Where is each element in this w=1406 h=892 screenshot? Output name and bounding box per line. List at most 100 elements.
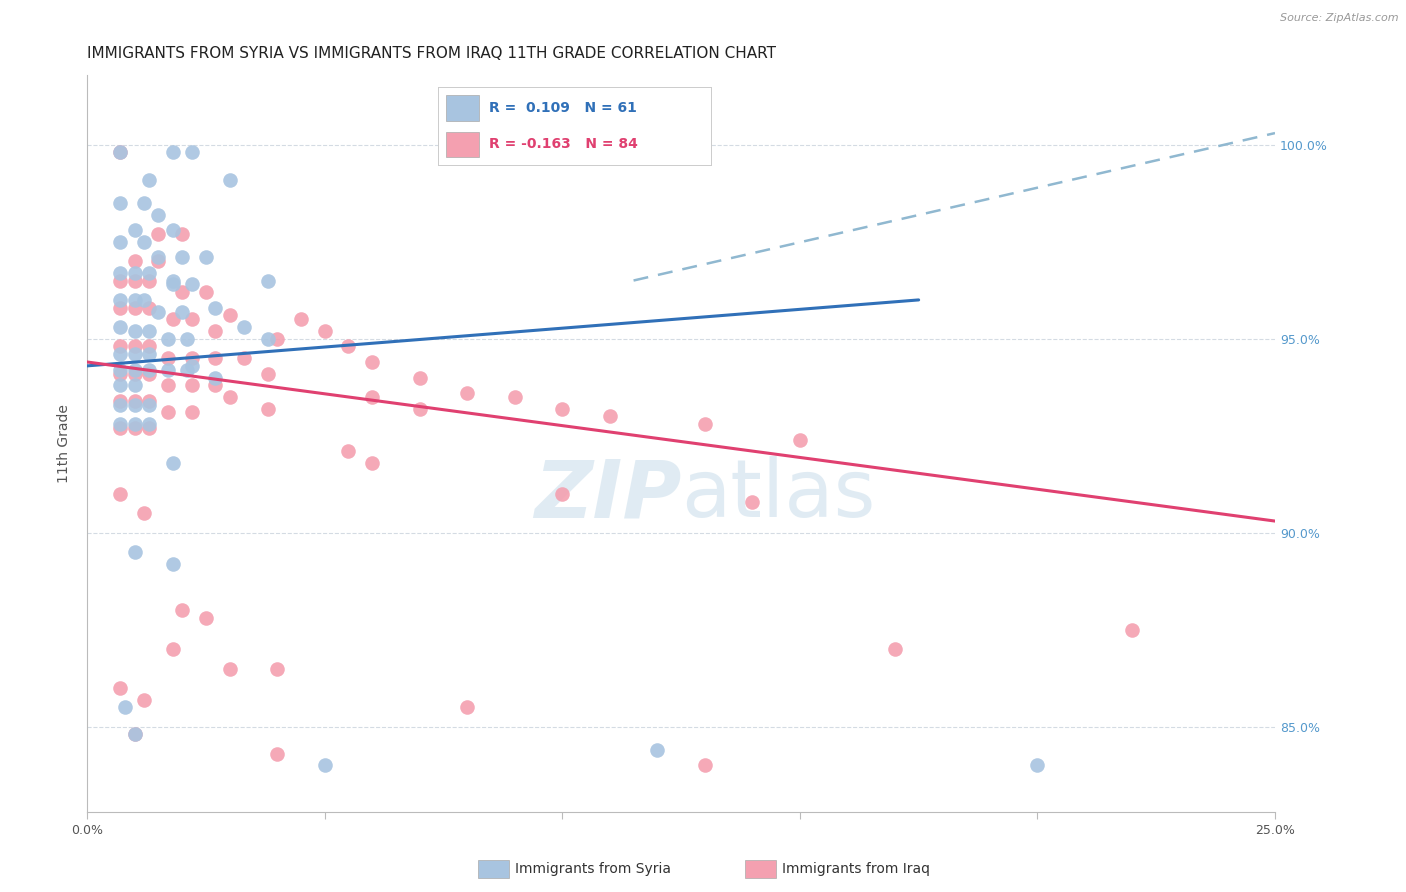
Point	[337, 444, 360, 458]
Point	[176, 363, 198, 377]
Point	[138, 273, 160, 287]
Point	[503, 390, 526, 404]
Point	[693, 417, 716, 431]
Point	[124, 367, 146, 381]
Point	[314, 324, 336, 338]
Point	[180, 359, 202, 373]
Point	[194, 250, 217, 264]
Point	[110, 293, 132, 307]
Point	[114, 700, 136, 714]
Point	[551, 487, 574, 501]
Point	[110, 339, 132, 353]
Point	[337, 339, 360, 353]
Point	[180, 378, 202, 392]
Point	[110, 681, 132, 695]
Point	[138, 301, 160, 315]
Point	[162, 277, 184, 292]
Point	[110, 273, 132, 287]
Point	[266, 661, 288, 675]
Point	[172, 603, 194, 617]
Y-axis label: 11th Grade: 11th Grade	[58, 404, 72, 483]
Point	[110, 378, 132, 392]
Point	[789, 433, 811, 447]
Point	[138, 339, 160, 353]
Point	[204, 370, 226, 384]
Point	[218, 390, 240, 404]
Point	[409, 401, 432, 416]
Point	[456, 386, 478, 401]
Point	[156, 351, 179, 365]
Point	[138, 172, 160, 186]
Point	[204, 324, 226, 338]
Point	[110, 398, 132, 412]
Point	[172, 285, 194, 300]
Point	[134, 235, 156, 249]
Point	[110, 421, 132, 435]
Point	[256, 332, 278, 346]
Point	[138, 324, 160, 338]
Point	[124, 266, 146, 280]
Point	[741, 494, 763, 508]
Point	[204, 301, 226, 315]
Point	[110, 301, 132, 315]
Point	[172, 227, 194, 241]
Point	[124, 347, 146, 361]
Point	[124, 223, 146, 237]
Point	[180, 277, 202, 292]
Point	[180, 312, 202, 326]
Point	[124, 421, 146, 435]
Point	[110, 363, 132, 377]
Point	[266, 747, 288, 761]
Point	[138, 367, 160, 381]
Point	[233, 320, 256, 334]
Point	[138, 363, 160, 377]
Point	[124, 293, 146, 307]
Point	[551, 401, 574, 416]
Point	[110, 235, 132, 249]
Point	[172, 250, 194, 264]
Point	[156, 378, 179, 392]
Point	[148, 254, 170, 268]
Point	[138, 398, 160, 412]
Point	[647, 743, 669, 757]
Point	[218, 309, 240, 323]
Point	[233, 351, 256, 365]
Point	[218, 172, 240, 186]
Point	[138, 266, 160, 280]
Point	[883, 642, 905, 657]
Point	[1121, 623, 1143, 637]
Point	[180, 351, 202, 365]
Point	[314, 758, 336, 772]
Point	[110, 367, 132, 381]
Point	[162, 273, 184, 287]
Point	[456, 700, 478, 714]
Point	[172, 304, 194, 318]
Point	[148, 227, 170, 241]
Point	[218, 661, 240, 675]
Point	[266, 332, 288, 346]
Point	[124, 393, 146, 408]
Point	[290, 312, 312, 326]
Point	[180, 145, 202, 160]
Point	[110, 347, 132, 361]
Point	[162, 312, 184, 326]
Point	[134, 506, 156, 520]
Text: Source: ZipAtlas.com: Source: ZipAtlas.com	[1281, 13, 1399, 23]
Point	[134, 692, 156, 706]
Point	[138, 347, 160, 361]
Text: atlas: atlas	[681, 456, 876, 534]
Point	[156, 332, 179, 346]
Text: Immigrants from Syria: Immigrants from Syria	[515, 862, 671, 876]
Point	[361, 390, 384, 404]
Point	[256, 401, 278, 416]
Point	[693, 758, 716, 772]
Point	[138, 421, 160, 435]
Point	[162, 642, 184, 657]
Point	[124, 324, 146, 338]
Point	[361, 456, 384, 470]
Point	[134, 293, 156, 307]
Text: ZIP: ZIP	[534, 456, 681, 534]
Point	[138, 393, 160, 408]
Point	[204, 378, 226, 392]
Point	[194, 285, 217, 300]
